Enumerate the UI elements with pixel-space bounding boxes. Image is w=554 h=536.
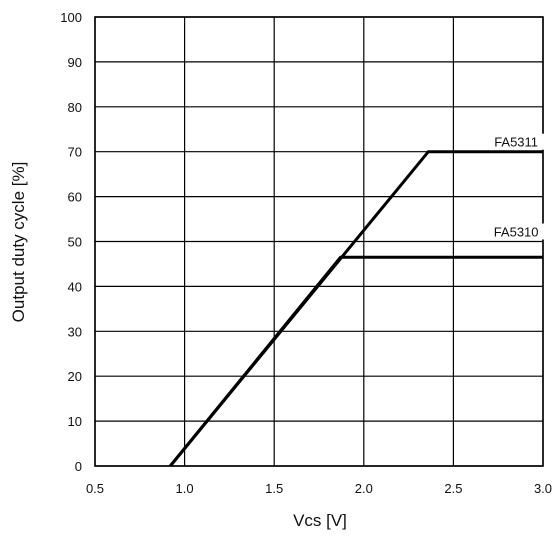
series-line-fa5311 xyxy=(169,150,543,467)
x-tick-labels: 0.5 1.0 1.5 2.0 2.5 3.0 xyxy=(86,481,552,496)
annotation-background xyxy=(484,133,549,150)
annotation-fa5311: FA5311 xyxy=(494,135,538,150)
y-tick-label: 10 xyxy=(68,414,82,429)
x-tick-label: 2.0 xyxy=(355,481,373,496)
grid-lines xyxy=(94,16,544,467)
series-annotations: FA5311 FA5310 xyxy=(484,133,549,240)
series-line-fa5310 xyxy=(169,255,543,467)
plot-frame xyxy=(94,16,544,467)
series-lines xyxy=(169,150,543,467)
x-tick-label: 1.5 xyxy=(265,481,283,496)
y-tick-label: 60 xyxy=(68,190,82,205)
x-tick-label: 1.0 xyxy=(176,481,194,496)
annotation-fa5310: FA5310 xyxy=(494,225,539,240)
y-tick-label: 0 xyxy=(75,459,82,474)
x-tick-label: 2.5 xyxy=(444,481,462,496)
x-tick-label: 3.0 xyxy=(534,481,552,496)
y-tick-label: 20 xyxy=(68,369,82,384)
y-tick-label: 50 xyxy=(68,235,82,250)
x-tick-label: 0.5 xyxy=(86,481,104,496)
y-tick-label: 90 xyxy=(68,55,82,70)
y-axis-title: Output duty cycle [%] xyxy=(9,162,28,323)
x-axis-title: Vcs [V] xyxy=(293,511,347,530)
y-tick-labels: 0 10 20 30 40 50 60 70 80 90 100 xyxy=(60,10,82,474)
y-tick-label: 40 xyxy=(68,279,82,294)
y-tick-label: 80 xyxy=(68,100,82,115)
annotation-background xyxy=(484,223,549,240)
y-tick-label: 100 xyxy=(60,10,82,25)
y-tick-label: 70 xyxy=(68,145,82,160)
y-tick-label: 30 xyxy=(68,324,82,339)
